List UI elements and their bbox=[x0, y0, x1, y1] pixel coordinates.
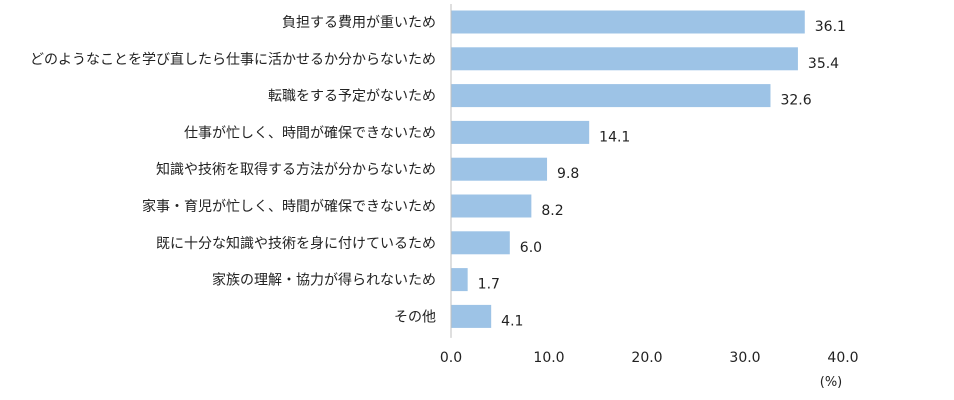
x-tick-label: 30.0 bbox=[729, 350, 760, 366]
category-labels: 負担する費用が重いためどのようなことを学び直したら仕事に活かせるか分からないため… bbox=[30, 15, 436, 325]
x-axis-ticks: 0.0 10.0 20.0 30.0 40.0 bbox=[440, 350, 859, 366]
category-label: その他 bbox=[394, 309, 436, 325]
data-label: 4.1 bbox=[501, 313, 523, 329]
x-tick-label: 10.0 bbox=[533, 350, 564, 366]
bar bbox=[451, 268, 468, 292]
data-label: 32.6 bbox=[780, 93, 811, 109]
bar bbox=[451, 84, 771, 108]
bar bbox=[451, 120, 590, 144]
category-label: 負担する費用が重いため bbox=[282, 15, 436, 31]
bar bbox=[451, 47, 798, 71]
bar bbox=[451, 157, 548, 181]
bars bbox=[451, 10, 805, 328]
bar bbox=[451, 304, 492, 328]
category-label: 既に十分な知識や技術を身に付けているため bbox=[156, 235, 436, 252]
bar bbox=[451, 10, 805, 34]
x-tick-label: 40.0 bbox=[827, 350, 858, 366]
data-label: 9.8 bbox=[557, 166, 579, 182]
data-label: 1.7 bbox=[478, 277, 500, 293]
data-label: 6.0 bbox=[520, 240, 542, 256]
x-axis-unit-label: (%) bbox=[820, 375, 843, 390]
data-label: 36.1 bbox=[815, 19, 846, 35]
x-tick-label: 0.0 bbox=[440, 350, 462, 366]
data-label: 8.2 bbox=[541, 203, 563, 219]
category-label: 家事・育児が忙しく、時間が確保できないため bbox=[142, 198, 436, 215]
bar bbox=[451, 231, 510, 255]
category-label: 仕事が忙しく、時間が確保できないため bbox=[184, 125, 436, 141]
value-labels: 36.1 35.4 32.6 14.1 9.8 8.2 6.0 1.7 4.1 bbox=[478, 19, 846, 329]
bar bbox=[451, 194, 532, 218]
category-label: どのようなことを学び直したら仕事に活かせるか分からないため bbox=[30, 51, 436, 68]
category-label: 知識や技術を取得する方法が分からないため bbox=[156, 161, 436, 178]
data-label: 35.4 bbox=[808, 56, 839, 72]
x-tick-label: 20.0 bbox=[631, 350, 662, 366]
category-label: 家族の理解・協力が得られないため bbox=[212, 272, 436, 289]
category-label: 転職をする予定がないため bbox=[268, 89, 436, 105]
data-label: 14.1 bbox=[599, 129, 630, 145]
